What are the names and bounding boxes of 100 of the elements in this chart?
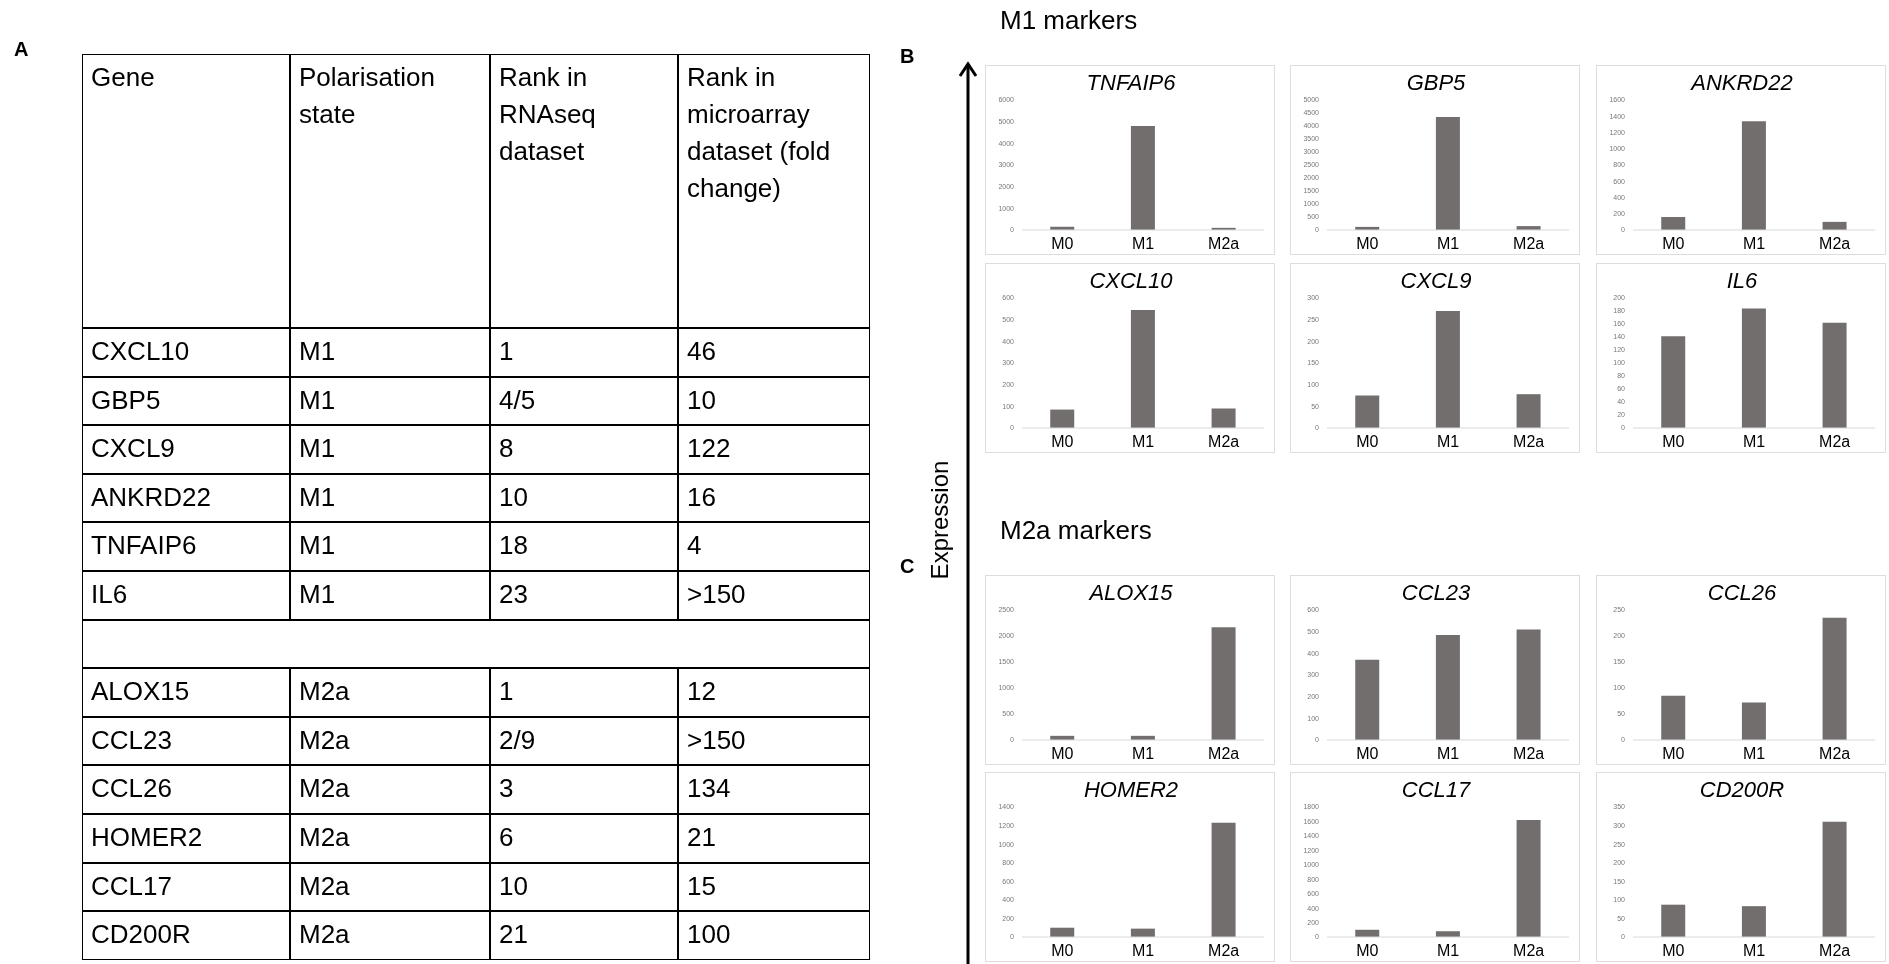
x-tick-label: M2a — [1208, 942, 1240, 960]
bar — [1211, 408, 1236, 428]
text: Expression — [926, 460, 954, 580]
bar — [1516, 820, 1541, 937]
bar — [1516, 629, 1541, 740]
bar — [1822, 617, 1847, 740]
chart-title: CCL26 — [1706, 580, 1778, 606]
x-tick-label: M2a — [1513, 433, 1545, 451]
text: CCL17 — [82, 862, 290, 912]
text: M2a — [290, 814, 490, 863]
bar — [1435, 116, 1460, 230]
text: 1 — [490, 328, 678, 377]
x-tick-label: M2a — [1513, 942, 1545, 960]
text: 10 — [490, 862, 678, 912]
text: CXCL9 — [82, 425, 290, 474]
x-tick-label: M2a — [1819, 235, 1851, 253]
bar — [1741, 121, 1766, 230]
chart-title: GBP5 — [1405, 70, 1467, 96]
x-tick-label: M0 — [1356, 433, 1379, 451]
x-tick-label: M0 — [1051, 433, 1074, 451]
text: M1 — [290, 522, 490, 571]
chart-title: ANKRD22 — [1689, 70, 1794, 96]
text: M1 — [290, 473, 490, 523]
chart-title: CXCL9 — [1399, 268, 1473, 294]
bar — [1822, 322, 1847, 428]
text: M1 markers — [1000, 5, 1138, 36]
x-tick-label: M1 — [1436, 942, 1460, 960]
text: 4/5 — [490, 376, 678, 426]
x-tick-label: M1 — [1742, 745, 1766, 763]
text: 134 — [678, 765, 870, 814]
text: CD200R — [82, 911, 290, 960]
x-tick-label: M1 — [1131, 235, 1155, 253]
text: M2a — [290, 862, 490, 912]
chart-title: CXCL10 — [1088, 268, 1174, 294]
text: >150 — [678, 716, 870, 766]
text: IL6 — [82, 571, 290, 620]
text: 18 — [490, 522, 678, 571]
chart-title: CCL17 — [1400, 777, 1472, 803]
chart-title: ALOX15 — [1087, 580, 1174, 606]
x-tick-label: M1 — [1742, 235, 1766, 253]
x-tick-label: M1 — [1742, 942, 1766, 960]
text: 3 — [490, 765, 678, 814]
text: 21 — [678, 814, 870, 863]
text: GBP5 — [82, 376, 290, 426]
text: 21 — [490, 911, 678, 960]
text: Gene — [82, 54, 290, 328]
text: 46 — [678, 328, 870, 377]
text: 122 — [678, 425, 870, 474]
text: 1 — [490, 668, 678, 717]
bar — [1130, 309, 1155, 428]
text: Rank in RNAseq dataset — [490, 54, 678, 328]
bar — [1355, 395, 1380, 428]
x-tick-label: M0 — [1356, 745, 1379, 763]
bar — [1741, 906, 1766, 937]
bar — [1050, 409, 1075, 428]
x-tick-label: M1 — [1131, 745, 1155, 763]
text: 100 — [678, 911, 870, 960]
text: M2a — [290, 668, 490, 717]
chart-title: TNFAIP6 — [1085, 70, 1177, 96]
text: >150 — [678, 571, 870, 620]
x-tick-label: M0 — [1662, 942, 1685, 960]
text: 8 — [490, 425, 678, 474]
text: Rank in microarray dataset (fold change) — [678, 54, 870, 328]
bar — [1435, 311, 1460, 428]
bar — [1355, 659, 1380, 740]
bar — [1661, 217, 1686, 230]
bar — [1661, 336, 1686, 428]
bar — [1516, 394, 1541, 428]
bar — [1741, 308, 1766, 428]
text: 16 — [678, 473, 870, 523]
x-tick-label: M0 — [1356, 235, 1379, 253]
x-tick-label: M2a — [1208, 745, 1240, 763]
text: 15 — [678, 862, 870, 912]
text: M1 — [290, 328, 490, 377]
x-tick-label: M0 — [1356, 942, 1379, 960]
x-tick-label: M2a — [1208, 433, 1240, 451]
x-tick-label: M0 — [1051, 745, 1074, 763]
bar — [1741, 702, 1766, 740]
text: 23 — [490, 571, 678, 620]
x-tick-label: M2a — [1819, 942, 1851, 960]
text: B — [900, 45, 915, 68]
bar — [1211, 822, 1236, 937]
x-tick-label: M0 — [1051, 235, 1074, 253]
chart-title: HOMER2 — [1082, 777, 1180, 803]
x-tick-label: M0 — [1662, 433, 1685, 451]
text: 10 — [678, 376, 870, 426]
x-tick-label: M2a — [1513, 235, 1545, 253]
bar — [1661, 904, 1686, 937]
x-tick-label: M2a — [1819, 745, 1851, 763]
text: A — [14, 38, 29, 61]
text: ANKRD22 — [82, 473, 290, 523]
bar — [1435, 634, 1460, 740]
x-tick-label: M0 — [1051, 942, 1074, 960]
text: CCL23 — [82, 716, 290, 766]
text: M1 — [290, 571, 490, 620]
x-tick-label: M0 — [1662, 235, 1685, 253]
x-tick-label: M1 — [1436, 745, 1460, 763]
x-tick-label: M1 — [1742, 433, 1766, 451]
bar — [1661, 695, 1686, 740]
text: ALOX15 — [82, 668, 290, 717]
